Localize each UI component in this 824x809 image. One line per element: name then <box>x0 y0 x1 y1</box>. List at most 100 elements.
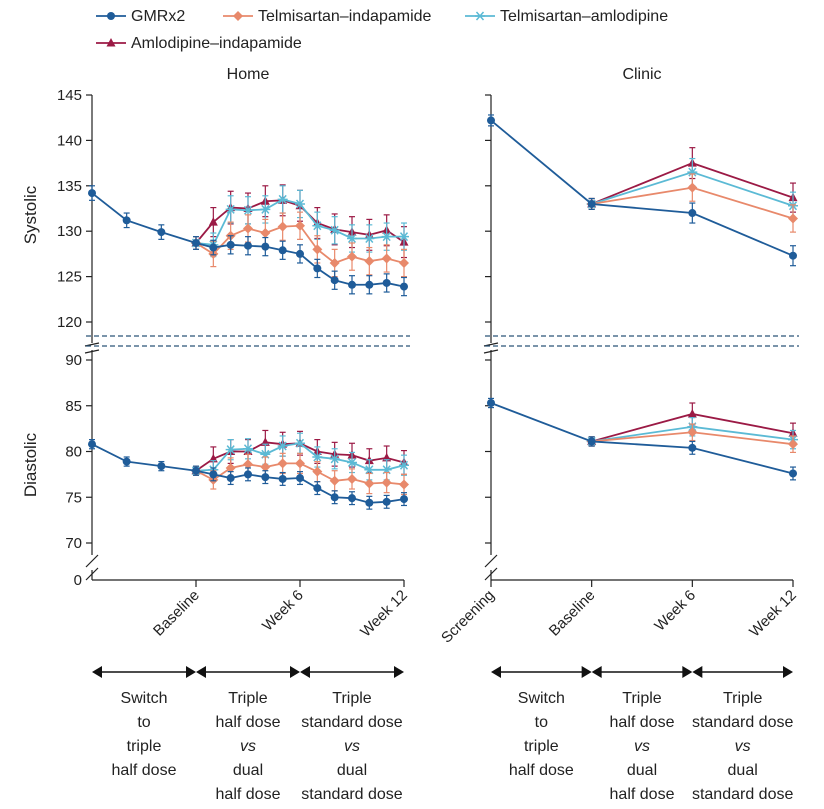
data-point <box>312 466 323 477</box>
legend-label: Telmisartan–indapamide <box>258 8 432 25</box>
y-axis-title-systolic: Systolic <box>21 185 40 244</box>
arrow-right-icon <box>290 666 300 678</box>
period-arrow: Triple half dose vs dual half dose <box>591 666 693 803</box>
data-point <box>347 473 357 484</box>
period-arrow: Switch to triple half dose <box>92 666 196 779</box>
data-point <box>788 439 798 450</box>
data-point <box>364 233 375 243</box>
data-point <box>260 462 271 473</box>
axis-break-mark <box>85 567 99 581</box>
triangle-marker-icon <box>106 38 116 47</box>
y-tick-label: 140 <box>57 132 82 149</box>
data-point <box>329 225 340 235</box>
data-point <box>295 199 305 209</box>
data-point <box>587 437 596 446</box>
x-tick-label: Week 12 <box>746 587 800 641</box>
y-tick-label: 75 <box>65 489 82 506</box>
arrow-left-icon <box>591 666 602 678</box>
data-point <box>277 441 288 451</box>
data-point <box>243 205 253 215</box>
clinic-panel: Clinic Screening Baseline Week 6 Week 12 Swit… <box>438 66 800 803</box>
data-point <box>313 264 322 273</box>
data-point <box>347 457 357 467</box>
data-point <box>225 445 236 455</box>
y-tick-label: 80 <box>65 444 82 461</box>
data-point <box>364 478 375 489</box>
data-point <box>329 454 340 464</box>
period-label: to <box>137 714 150 731</box>
diastolic-series-gmrx2 <box>487 397 797 481</box>
data-point <box>296 249 304 258</box>
data-point <box>688 443 697 452</box>
period-label: triple <box>524 738 559 755</box>
period-label: dual <box>337 762 367 779</box>
data-point <box>399 232 409 242</box>
arrow-left-icon <box>300 666 310 678</box>
series-line <box>91 443 405 504</box>
systolic-series-gmrx2 <box>88 185 408 297</box>
panel-title: Home <box>227 66 270 83</box>
x-tick-label: Week 6 <box>651 587 699 635</box>
data-point <box>400 282 408 291</box>
y-tick-label-zero: 0 <box>74 572 82 589</box>
period-label: standard dose <box>692 786 794 803</box>
data-point <box>243 459 253 470</box>
circle-marker-icon <box>107 12 115 20</box>
data-point <box>244 470 252 479</box>
data-point <box>381 477 392 488</box>
period-label: half dose <box>216 786 281 803</box>
data-point <box>192 466 200 475</box>
arrow-right-icon <box>186 666 196 678</box>
data-point <box>348 494 356 503</box>
data-point <box>225 462 236 473</box>
axis-break-mark <box>484 554 498 568</box>
y-tick-label: 120 <box>57 314 82 331</box>
period-label: vs <box>344 738 360 755</box>
axis-break-mark <box>483 349 499 354</box>
legend-item: GMRx2 <box>96 8 185 25</box>
y-axis <box>483 94 499 581</box>
arrow-left-icon <box>92 666 102 678</box>
period-label: Triple <box>332 690 372 707</box>
data-point <box>295 458 305 469</box>
arrow-left-icon <box>196 666 206 678</box>
period-arrow: Triple half dose vs dual half dose <box>196 666 300 803</box>
legend-label: GMRx2 <box>131 8 185 25</box>
data-point <box>687 408 697 418</box>
data-point <box>244 241 252 250</box>
data-point <box>329 475 340 486</box>
y-tick-label: 135 <box>57 178 82 195</box>
data-point <box>687 182 698 193</box>
data-point <box>122 457 131 466</box>
y-axis-title-diastolic: Diastolic <box>21 432 40 497</box>
period-label: vs <box>735 738 751 755</box>
data-point <box>399 460 409 470</box>
period-label: Triple <box>622 690 662 707</box>
data-point <box>789 251 797 260</box>
data-point <box>261 242 270 251</box>
period-label: half dose <box>610 714 675 731</box>
arrow-right-icon <box>394 666 404 678</box>
data-point <box>312 452 323 462</box>
data-point <box>208 217 218 226</box>
systolic-series-telmisartan-indapamide <box>586 173 798 233</box>
period-label: Triple <box>228 690 268 707</box>
period-label: standard dose <box>301 714 403 731</box>
period-label: half dose <box>509 762 574 779</box>
period-label: dual <box>728 762 758 779</box>
y-tick-label: 85 <box>65 398 82 415</box>
data-point <box>487 116 495 125</box>
data-point <box>243 223 253 234</box>
data-point <box>789 469 797 478</box>
data-point <box>226 474 235 483</box>
data-point <box>122 216 131 225</box>
data-point <box>688 209 697 218</box>
period-label: Switch <box>120 690 167 707</box>
period-label: dual <box>627 762 657 779</box>
arrow-left-icon <box>491 666 501 678</box>
data-point <box>687 427 698 438</box>
data-point <box>400 495 408 504</box>
x-tick-label: Screening <box>438 587 498 647</box>
axis-break-mark <box>84 349 100 354</box>
